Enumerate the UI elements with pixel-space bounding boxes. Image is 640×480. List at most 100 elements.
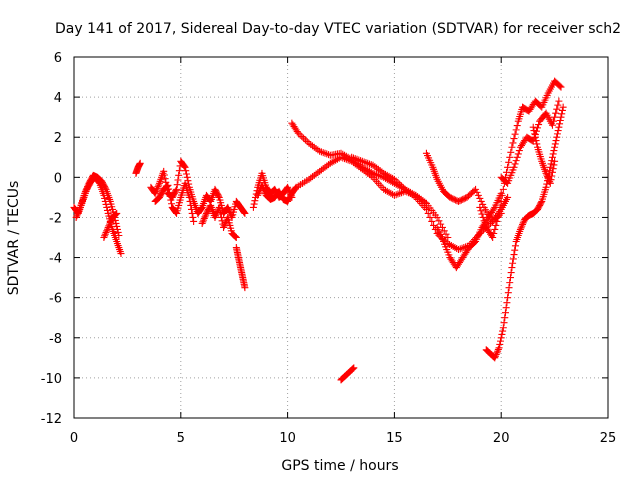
data-point (548, 172, 556, 180)
data-point (173, 185, 181, 193)
data-point (496, 203, 504, 211)
data-point (382, 170, 389, 178)
data-point (167, 196, 175, 204)
data-point (456, 245, 464, 253)
data-point (202, 211, 210, 219)
data-point (357, 164, 365, 172)
grid (74, 57, 608, 418)
data-point (554, 101, 562, 109)
data-point (515, 147, 523, 155)
data-point (556, 120, 564, 128)
data-point (174, 176, 182, 184)
data-point (505, 158, 513, 166)
data-point (556, 82, 564, 90)
data-point (115, 231, 123, 239)
data-point (519, 220, 527, 228)
data-point (403, 187, 411, 195)
data-point (496, 340, 504, 348)
data-point (81, 188, 89, 196)
data-point (472, 185, 480, 193)
data-point (504, 294, 512, 302)
data-point (82, 186, 90, 194)
data-point (557, 113, 565, 121)
data-point (542, 183, 550, 191)
data-point (316, 167, 324, 175)
data-point (364, 169, 372, 177)
data-point (548, 168, 556, 176)
plot-frame (73, 56, 609, 419)
data-point (103, 225, 111, 233)
data-point (494, 213, 502, 221)
data-point (220, 223, 228, 231)
data-point (517, 224, 525, 232)
data-point (499, 185, 507, 193)
data-point (508, 143, 516, 151)
data-point (154, 183, 162, 191)
data-point (385, 188, 393, 196)
data-point (259, 185, 267, 193)
data-point (440, 227, 448, 235)
data-point (552, 109, 560, 117)
data-point (112, 219, 120, 227)
data-point (422, 205, 430, 213)
data-point (408, 191, 416, 199)
data-point (449, 243, 457, 251)
y-tick-label: -4 (49, 252, 62, 267)
data-point (390, 191, 398, 199)
data-point (478, 210, 486, 218)
data-point (428, 217, 436, 225)
data-point (507, 269, 515, 277)
data-point (321, 149, 329, 157)
data-point (543, 173, 551, 181)
data-point (101, 230, 109, 238)
data-point (75, 207, 83, 215)
data-point (346, 157, 354, 165)
data-point (152, 188, 160, 196)
data-point (481, 220, 489, 228)
data-point (550, 161, 558, 169)
data-point (165, 185, 173, 193)
data-point (504, 163, 512, 171)
data-point (342, 155, 350, 163)
data-point (511, 130, 519, 138)
data-point (494, 345, 502, 353)
y-tick-label: 6 (54, 51, 62, 66)
data-point (489, 234, 497, 241)
data-point (319, 149, 327, 157)
data-point (303, 138, 311, 146)
data-point (549, 165, 557, 173)
data-point (551, 113, 559, 121)
data-point (160, 171, 168, 179)
data-point (435, 217, 443, 225)
data-point (101, 232, 109, 240)
data-point (325, 161, 333, 169)
data-point (496, 337, 504, 345)
data-point (499, 327, 507, 335)
data-point (339, 154, 347, 162)
data-point (333, 155, 341, 163)
data-point (261, 188, 269, 196)
data-point (317, 166, 325, 174)
data-point (73, 212, 81, 220)
data-point (474, 191, 482, 199)
data-point (548, 121, 556, 129)
data-point (217, 210, 225, 218)
data-point (380, 185, 388, 193)
data-point (84, 181, 92, 189)
data-point (231, 232, 239, 240)
data-point (399, 184, 407, 192)
data-point (181, 163, 189, 171)
x-tick-label: 25 (600, 431, 617, 446)
data-point (183, 173, 191, 181)
data-point (102, 228, 110, 236)
data-point (312, 145, 320, 153)
data-point (510, 163, 518, 171)
data-point (555, 123, 563, 131)
data-point (180, 162, 188, 170)
data-point (543, 171, 551, 179)
y-tick-label: -12 (41, 412, 62, 427)
data-point (506, 153, 514, 161)
data-point (424, 209, 432, 217)
data-point (530, 127, 538, 135)
